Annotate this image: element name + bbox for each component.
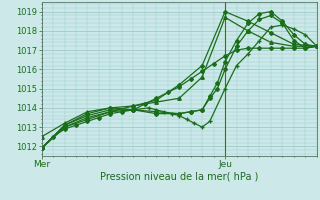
X-axis label: Pression niveau de la mer( hPa ): Pression niveau de la mer( hPa ) [100, 172, 258, 182]
